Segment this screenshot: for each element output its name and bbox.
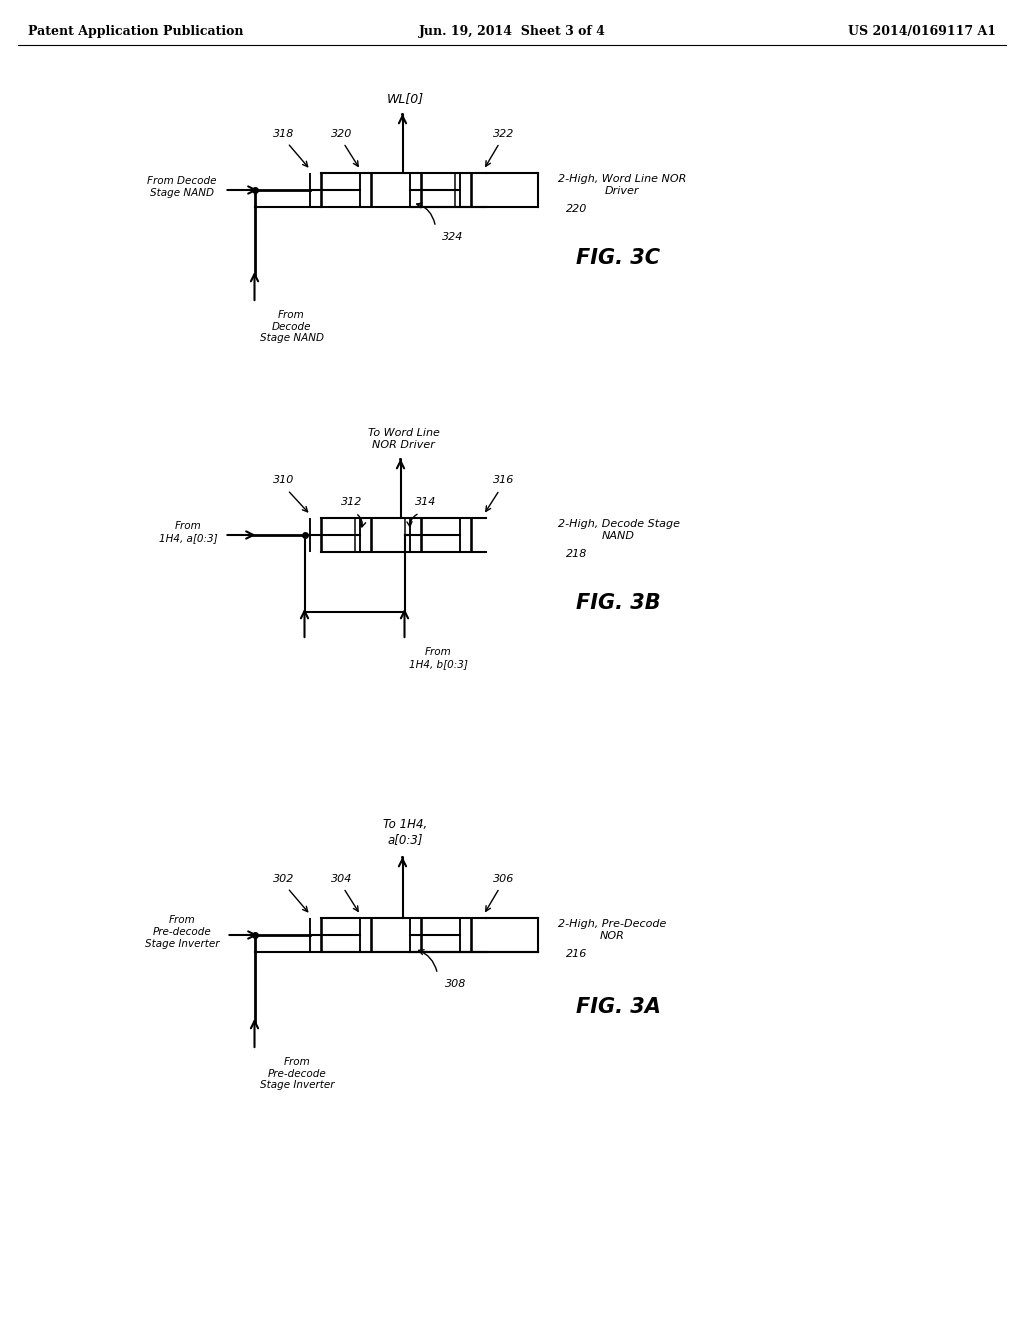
Text: 2-High, Word Line NOR
Driver: 2-High, Word Line NOR Driver	[557, 174, 686, 195]
Text: 308: 308	[444, 979, 466, 989]
Text: FIG. 3A: FIG. 3A	[575, 997, 660, 1016]
Text: 2-High, Pre-Decode
NOR: 2-High, Pre-Decode NOR	[557, 919, 666, 941]
Text: 318: 318	[272, 129, 294, 139]
Text: 2-High, Decode Stage
NAND: 2-High, Decode Stage NAND	[557, 519, 680, 541]
Text: 312: 312	[341, 498, 362, 507]
Text: From
Pre-decode
Stage Inverter: From Pre-decode Stage Inverter	[145, 915, 219, 949]
Text: From Decode
Stage NAND: From Decode Stage NAND	[147, 176, 216, 198]
Text: Jun. 19, 2014  Sheet 3 of 4: Jun. 19, 2014 Sheet 3 of 4	[419, 25, 605, 38]
Text: 220: 220	[565, 205, 587, 214]
Text: 310: 310	[272, 475, 294, 484]
Text: 316: 316	[493, 475, 514, 484]
Text: From
1H4, b[0:3]: From 1H4, b[0:3]	[409, 647, 467, 669]
Text: US 2014/0169117 A1: US 2014/0169117 A1	[848, 25, 996, 38]
Text: FIG. 3B: FIG. 3B	[575, 593, 660, 612]
Text: 216: 216	[565, 949, 587, 960]
Text: To 1H4,
a[0:3]: To 1H4, a[0:3]	[383, 818, 428, 846]
Text: From
Pre-decode
Stage Inverter: From Pre-decode Stage Inverter	[259, 1057, 334, 1090]
Text: 302: 302	[272, 874, 294, 884]
Text: WL[0]: WL[0]	[387, 92, 424, 106]
Text: From
1H4, a[0:3]: From 1H4, a[0:3]	[159, 521, 217, 543]
Text: To Word Line
NOR Driver: To Word Line NOR Driver	[368, 429, 439, 450]
Text: FIG. 3C: FIG. 3C	[575, 248, 659, 268]
Text: 304: 304	[331, 874, 352, 884]
Text: Patent Application Publication: Patent Application Publication	[28, 25, 244, 38]
Text: 218: 218	[565, 549, 587, 558]
Text: 324: 324	[441, 232, 463, 242]
Text: 320: 320	[331, 129, 352, 139]
Text: From
Decode
Stage NAND: From Decode Stage NAND	[259, 310, 324, 343]
Text: 314: 314	[415, 498, 436, 507]
Text: 322: 322	[493, 129, 514, 139]
Text: 306: 306	[493, 874, 514, 884]
